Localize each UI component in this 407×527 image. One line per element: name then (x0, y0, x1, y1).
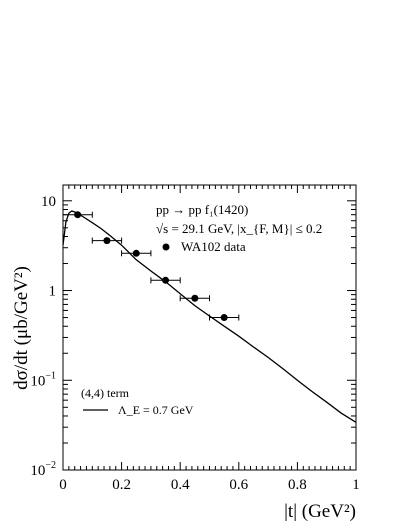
y-tick-label: 10 (41, 194, 56, 210)
axis-ticks (62, 185, 357, 471)
y-tick-label: 1 (49, 284, 57, 300)
data-point-marker (103, 237, 111, 245)
y-tick-label: 10−2 (30, 460, 56, 479)
x-tick-label: 0.6 (229, 477, 248, 493)
term-annotation: (4,4) term (81, 386, 130, 400)
data-point-marker (191, 294, 199, 302)
y-tick-label: 10−1 (30, 370, 56, 389)
x-tick-labels: 0 0.2 0.4 0.6 0.8 1 (59, 477, 360, 493)
x-axis-label: |t| (GeV²) (284, 501, 356, 522)
data-point-marker (220, 314, 228, 322)
data-point-marker (132, 249, 140, 257)
legend-marker-data (162, 243, 170, 251)
legend-label-data: WA102 data (181, 239, 246, 254)
y-tick-base: 10 (30, 463, 45, 479)
y-tick-exponent: −2 (45, 460, 56, 471)
conditions-annotation: √s = 29.1 GeV, |x_{F, M}| ≤ 0.2 (156, 221, 322, 236)
x-tick-label: 0.4 (171, 477, 190, 493)
x-tick-label: 0 (59, 477, 67, 493)
series-layer (62, 210, 357, 423)
model-curve-line (62, 210, 357, 423)
legend-label-line: Λ_E = 0.7 GeV (118, 403, 194, 417)
data-point-marker (162, 276, 170, 284)
x-tick-label: 0.8 (288, 477, 307, 493)
reaction-annotation: pp → pp f₁(1420) (156, 202, 248, 217)
y-tick-exponent: −1 (45, 370, 56, 381)
x-tick-label: 1 (352, 477, 360, 493)
y-axis-label: dσ/dt (μb/GeV²) (11, 266, 32, 390)
x-tick-label: 0.2 (112, 477, 131, 493)
y-tick-base: 10 (30, 373, 45, 389)
